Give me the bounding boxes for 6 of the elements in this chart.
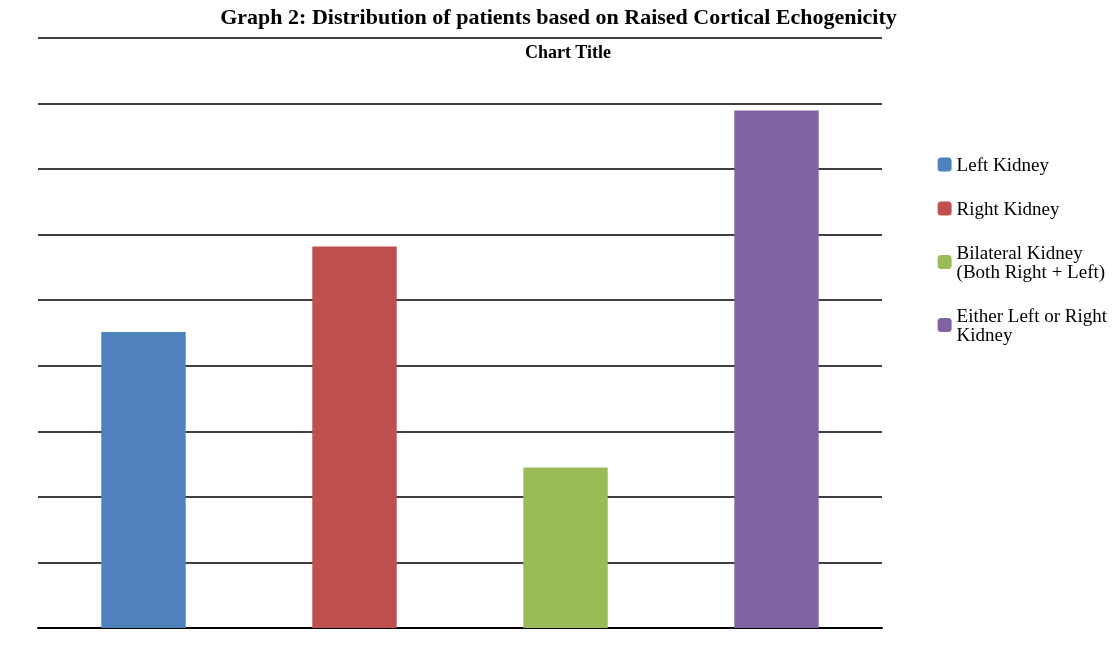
legend-label: Bilateral Kidney (Both Right + Left) <box>956 242 1106 283</box>
legend-label: Right Kidney <box>956 198 1061 219</box>
chart-subtitle: Chart Title <box>525 42 611 62</box>
legend-label: Either Left or Right Kidney <box>956 305 1108 345</box>
chart-title: Graph 2: Distribution of patients based on Raised Cortical Echogenicity <box>220 3 897 29</box>
legend-label: Left Kidney <box>956 154 1050 175</box>
